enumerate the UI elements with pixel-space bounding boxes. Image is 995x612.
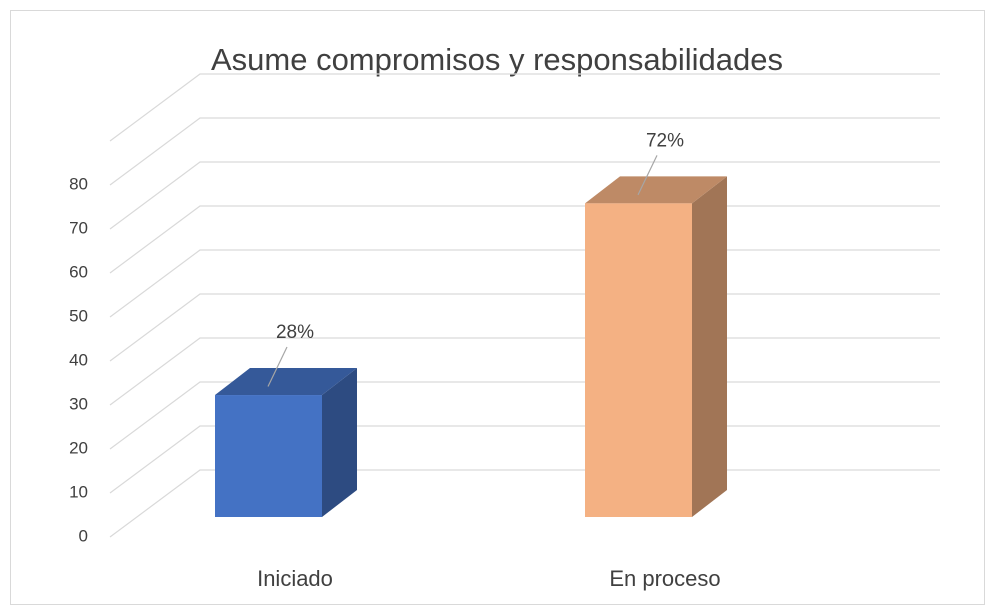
bar	[585, 203, 692, 518]
y-tick-label: 0	[79, 526, 88, 545]
x-tick-label: En proceso	[609, 566, 720, 591]
bar	[215, 395, 322, 517]
y-tick-label: 50	[69, 306, 88, 325]
leader-line	[637, 155, 658, 196]
y-tick-label: 40	[69, 350, 88, 369]
bar-side	[692, 176, 727, 518]
bar-top	[215, 368, 357, 396]
x-tick-label: Iniciado	[257, 566, 333, 591]
bar-top	[585, 176, 727, 204]
y-tick-label: 20	[69, 438, 88, 457]
grid: 0 10 20 30 40 50 60 70 80	[69, 73, 940, 545]
chart-title: Asume compromisos y responsabilidades	[211, 42, 783, 77]
y-tick-label: 30	[69, 394, 88, 413]
grid-line	[109, 161, 940, 230]
data-label: 72%	[646, 130, 684, 151]
grid-line	[109, 73, 940, 142]
y-tick-label: 80	[69, 174, 88, 193]
data-label: 28%	[276, 322, 314, 343]
grid-line	[109, 117, 940, 186]
leader-line	[267, 346, 288, 387]
chart-border	[10, 10, 985, 605]
y-tick-label: 70	[69, 218, 88, 237]
y-tick-label: 10	[69, 482, 88, 501]
bar-side	[322, 368, 357, 517]
bars: 28% Iniciado 72% En proceso	[215, 130, 727, 591]
y-tick-label: 60	[69, 262, 88, 281]
